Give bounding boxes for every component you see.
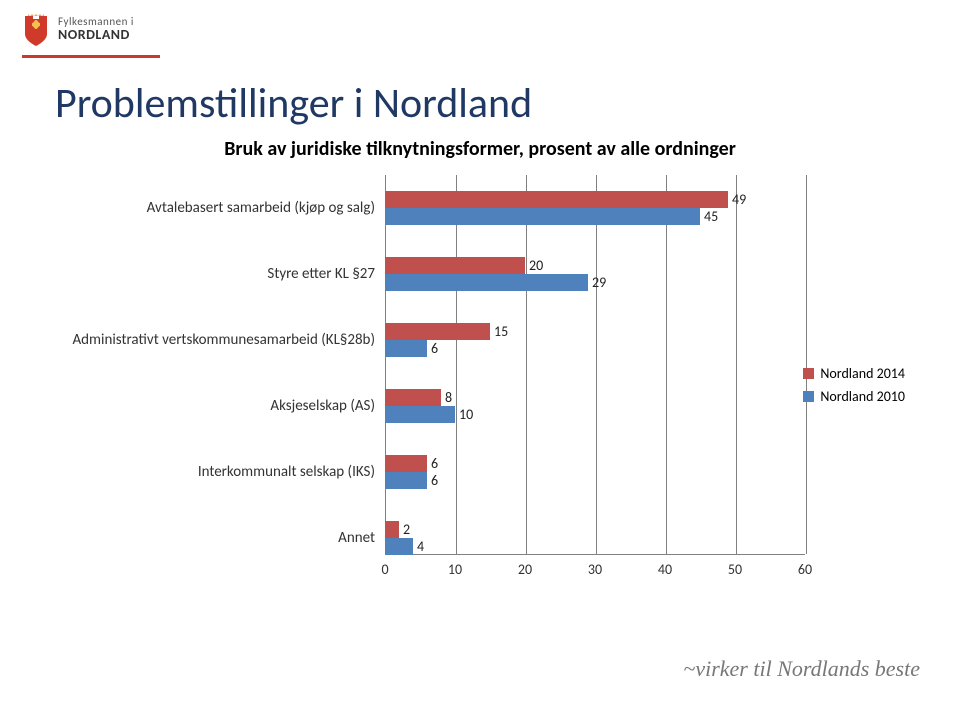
chart-category-label: Styre etter KL §27 — [55, 265, 375, 283]
logo-line2: NORDLAND — [58, 28, 134, 43]
chart-category-label: Administrativt vertskommunesamarbeid (KL… — [55, 331, 375, 349]
legend-swatch — [803, 368, 814, 379]
chart-bar: 4 — [385, 538, 413, 555]
legend-item: Nordland 2014 — [803, 365, 905, 382]
chart-bar: 2 — [385, 521, 399, 538]
logo-text: Fylkesmannen i NORDLAND — [58, 14, 134, 42]
legend-label: Nordland 2010 — [820, 388, 905, 405]
chart-bar: 6 — [385, 472, 427, 489]
chart-bar-value: 45 — [704, 208, 718, 225]
header-logo: Fylkesmannen i NORDLAND — [22, 14, 134, 48]
chart-x-tick: 40 — [658, 561, 672, 578]
chart-bar: 10 — [385, 406, 455, 423]
chart-category-row: Interkommunalt selskap (IKS) 66 — [55, 447, 905, 497]
chart-bar: 8 — [385, 389, 441, 406]
chart-bar: 20 — [385, 257, 525, 274]
chart-category-row: Aksjeselskap (AS)810 — [55, 381, 905, 431]
slide-title: Problemstillinger i Nordland — [55, 78, 532, 129]
chart-category-row: Styre etter KL §272029 — [55, 249, 905, 299]
chart-bar-value: 20 — [529, 257, 543, 274]
chart-bar: 45 — [385, 208, 700, 225]
chart-bar-value: 8 — [445, 389, 452, 406]
chart-category-label: Annet — [55, 529, 375, 547]
chart-legend: Nordland 2014 Nordland 2010 — [803, 365, 905, 411]
chart-x-tick: 20 — [518, 561, 532, 578]
chart-bar: 29 — [385, 274, 588, 291]
chart-bar: 49 — [385, 191, 728, 208]
legend-swatch — [803, 391, 814, 402]
chart-x-tick: 60 — [798, 561, 812, 578]
logo-divider — [22, 55, 160, 58]
chart-bar: 15 — [385, 323, 490, 340]
chart-bar-value: 6 — [431, 455, 438, 472]
chart-x-tick: 30 — [588, 561, 602, 578]
chart-bar-value: 49 — [732, 191, 746, 208]
chart-bar-value: 4 — [417, 538, 424, 555]
chart-bar: 6 — [385, 340, 427, 357]
chart-container: 0 10 20 30 40 50 60 Avtalebasert samarbeid (kj… — [55, 175, 905, 610]
legend-item: Nordland 2010 — [803, 388, 905, 405]
chart-category-row: Administrativt vertskommunesamarbeid (KL… — [55, 315, 905, 365]
chart-bar-value: 6 — [431, 340, 438, 357]
chart-category-label: Interkommunalt selskap (IKS) — [55, 463, 375, 481]
chart-category-row: Annet24 — [55, 513, 905, 563]
shield-icon — [22, 14, 50, 48]
slide-subtitle: Bruk av juridiske tilknytningsformer, pr… — [55, 137, 905, 161]
chart-x-tick: 0 — [381, 561, 388, 578]
chart-category-label: Aksjeselskap (AS) — [55, 397, 375, 415]
footer-slogan: ~virker til Nordlands beste — [683, 656, 920, 682]
chart-bar-value: 6 — [431, 472, 438, 489]
chart-bar-value: 2 — [403, 521, 410, 538]
chart-x-tick: 50 — [728, 561, 742, 578]
chart-bar-value: 29 — [592, 274, 606, 291]
chart-x-tick: 10 — [448, 561, 462, 578]
chart-category-label: Avtalebasert samarbeid (kjøp og salg) — [55, 199, 375, 217]
legend-label: Nordland 2014 — [820, 365, 905, 382]
chart-bar: 6 — [385, 455, 427, 472]
chart-bar-value: 15 — [494, 323, 508, 340]
chart-bar-value: 10 — [459, 406, 473, 423]
chart-category-row: Avtalebasert samarbeid (kjøp og salg)494… — [55, 183, 905, 233]
